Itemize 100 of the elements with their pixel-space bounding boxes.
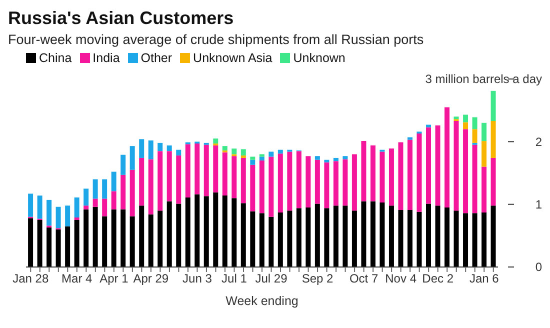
bar xyxy=(278,150,283,154)
bar xyxy=(185,197,190,267)
bar xyxy=(388,206,394,267)
bar xyxy=(444,107,450,208)
bar xyxy=(240,155,246,158)
bar xyxy=(324,160,330,162)
bar xyxy=(65,226,70,267)
bar xyxy=(213,145,218,192)
x-tick-label: Mar 4 xyxy=(62,272,93,286)
bar xyxy=(130,146,135,170)
bar xyxy=(120,154,126,175)
bar xyxy=(314,204,320,267)
bar xyxy=(490,158,496,206)
bar xyxy=(46,228,52,267)
bar xyxy=(139,158,144,206)
bar xyxy=(194,194,200,267)
bar xyxy=(120,174,126,210)
bar xyxy=(398,210,404,267)
bar xyxy=(166,145,172,152)
bar xyxy=(259,154,264,157)
bar xyxy=(111,172,116,192)
bar xyxy=(130,170,135,216)
bar xyxy=(194,144,200,194)
bar xyxy=(352,154,357,211)
x-tick-label: Jul 29 xyxy=(255,272,288,286)
bar xyxy=(324,162,330,208)
bar xyxy=(333,161,338,206)
bar xyxy=(287,210,292,267)
chart-title: Russia's Asian Customers xyxy=(8,8,235,29)
x-tick-label: Oct 7 xyxy=(349,272,378,286)
bar xyxy=(398,142,404,210)
bar xyxy=(250,211,256,267)
bar xyxy=(111,191,116,210)
bar xyxy=(268,152,274,157)
bar xyxy=(84,188,89,206)
bar xyxy=(454,116,459,120)
bar xyxy=(158,151,163,211)
bar xyxy=(296,151,302,208)
bar xyxy=(342,206,348,267)
bar xyxy=(361,201,366,267)
bar xyxy=(250,156,256,160)
legend-label: Other xyxy=(140,51,172,65)
bar xyxy=(148,140,154,160)
x-tick-label: Sep 2 xyxy=(302,272,334,286)
bar xyxy=(490,120,496,158)
bar xyxy=(333,158,338,162)
bar xyxy=(426,124,431,128)
bar xyxy=(185,144,190,198)
bar xyxy=(102,198,108,216)
bar xyxy=(139,206,144,267)
x-tick-label: Jun 3 xyxy=(182,272,212,286)
bar xyxy=(222,196,228,267)
bar xyxy=(287,152,292,211)
bar xyxy=(314,156,320,160)
bar xyxy=(176,155,182,204)
bar xyxy=(92,206,98,267)
bar xyxy=(472,213,478,267)
y-tick-label: 3 million barrels a day xyxy=(425,72,542,86)
bar xyxy=(435,206,440,267)
bar xyxy=(92,179,98,199)
x-axis-title: Week ending xyxy=(226,294,298,308)
bar xyxy=(490,206,496,267)
bar xyxy=(472,129,478,143)
bar xyxy=(388,148,394,206)
bar xyxy=(463,114,468,122)
bar xyxy=(65,206,70,226)
legend-label: India xyxy=(92,51,120,65)
bar xyxy=(166,201,172,267)
bar xyxy=(463,129,468,214)
bar xyxy=(380,202,385,267)
bar xyxy=(158,142,163,152)
bar xyxy=(222,146,228,150)
bar xyxy=(56,206,61,228)
bar xyxy=(268,216,274,267)
x-tick-label: Apr 29 xyxy=(133,272,169,286)
bar xyxy=(482,212,487,267)
bar xyxy=(435,125,440,206)
bar xyxy=(259,213,264,267)
bar xyxy=(472,144,478,214)
bar xyxy=(296,208,302,267)
bar xyxy=(176,150,182,156)
bar xyxy=(259,160,264,214)
bar xyxy=(28,218,34,267)
x-tick-label: Jul 1 xyxy=(222,272,248,286)
bar xyxy=(314,160,320,204)
bar xyxy=(380,152,385,202)
bar xyxy=(166,151,172,202)
chart-subtitle: Four-week moving average of crude shipments from all Russian ports xyxy=(8,32,425,47)
bar xyxy=(454,210,459,267)
bar xyxy=(232,156,237,198)
bar xyxy=(482,141,487,167)
bar xyxy=(84,206,89,210)
bar xyxy=(84,209,89,267)
bar xyxy=(444,207,450,267)
bar xyxy=(240,203,246,267)
bar xyxy=(148,159,154,214)
bar xyxy=(204,196,209,267)
bar xyxy=(333,206,338,267)
x-tick-label: Jan 6 xyxy=(469,272,500,286)
bar xyxy=(324,208,330,267)
